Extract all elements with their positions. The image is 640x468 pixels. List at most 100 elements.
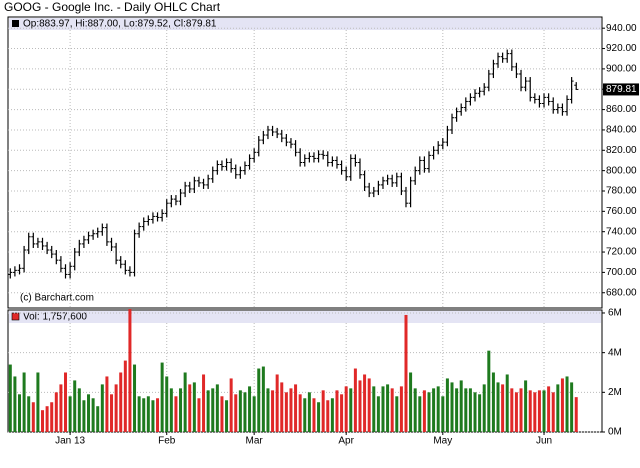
x-tick-label: Feb bbox=[158, 436, 176, 447]
volume-bar bbox=[119, 372, 123, 432]
y-tick-label: 820.00 bbox=[606, 145, 637, 156]
volume-bar bbox=[41, 410, 45, 432]
volume-bar bbox=[510, 388, 514, 432]
volume-bar bbox=[215, 384, 219, 432]
volume-bar bbox=[8, 364, 12, 432]
x-tick-label: Apr bbox=[338, 436, 354, 447]
volume-bar bbox=[82, 400, 86, 432]
volume-bar bbox=[399, 386, 403, 432]
volume-bar bbox=[211, 388, 215, 432]
volume-bar bbox=[491, 372, 495, 432]
y-tick-label: 840.00 bbox=[606, 125, 637, 136]
volume-bar bbox=[156, 398, 160, 432]
volume-bar bbox=[179, 388, 183, 432]
volume-bar bbox=[478, 394, 482, 432]
volume-bar bbox=[64, 372, 68, 432]
volume-bar bbox=[340, 394, 344, 432]
volume-bar bbox=[487, 350, 491, 432]
volume-bar bbox=[225, 400, 229, 432]
volume-bar bbox=[307, 392, 311, 432]
volume-bar bbox=[73, 380, 77, 432]
volume-bar bbox=[160, 362, 164, 432]
volume-bar bbox=[220, 396, 224, 432]
volume-bar bbox=[123, 360, 127, 432]
volume-bar bbox=[422, 390, 426, 432]
volume-bar bbox=[524, 380, 528, 432]
volume-legend-swatch bbox=[11, 312, 20, 321]
volume-header bbox=[9, 311, 601, 323]
volume-bar bbox=[54, 392, 58, 432]
volume-bar bbox=[183, 372, 187, 432]
volume-bar bbox=[169, 388, 173, 432]
volume-bar bbox=[565, 376, 569, 432]
volume-bar bbox=[100, 384, 104, 432]
volume-bar bbox=[128, 309, 132, 432]
volume-bar bbox=[202, 374, 206, 432]
volume-bar bbox=[248, 386, 252, 432]
volume-bar bbox=[455, 388, 459, 432]
volume-bar bbox=[432, 388, 436, 432]
volume-bar bbox=[358, 380, 362, 432]
y-tick-label: 940.00 bbox=[606, 23, 637, 34]
volume-bar bbox=[542, 390, 546, 432]
volume-bar bbox=[353, 368, 357, 432]
volume-bar bbox=[27, 396, 31, 432]
y-tick-label: 740.00 bbox=[606, 226, 637, 237]
volume-bar bbox=[284, 392, 288, 432]
volume-bar bbox=[519, 388, 523, 432]
volume-bar bbox=[151, 400, 155, 432]
y-tick-label: 6M bbox=[608, 308, 622, 319]
volume-bar bbox=[275, 374, 279, 432]
volume-bar bbox=[349, 388, 353, 432]
price-info: Op:883.97, Hi:887.00, Lo:879.52, Cl:879.… bbox=[23, 19, 217, 30]
price-header bbox=[9, 18, 601, 30]
x-tick-label: Jan 13 bbox=[55, 436, 85, 447]
volume-bar bbox=[528, 390, 532, 432]
volume-label: Vol: 1,757,600 bbox=[23, 312, 87, 323]
volume-bar bbox=[537, 390, 541, 432]
volume-bar bbox=[146, 396, 150, 432]
volume-bar bbox=[303, 398, 307, 432]
volume-bar bbox=[257, 368, 261, 432]
volume-bar bbox=[386, 384, 390, 432]
volume-bar bbox=[294, 384, 298, 432]
volume-bar bbox=[560, 378, 564, 432]
x-tick-label: May bbox=[433, 436, 452, 447]
last-price-box bbox=[603, 83, 639, 96]
volume-bar bbox=[514, 392, 518, 432]
volume-bar bbox=[317, 402, 321, 432]
last-price-label: 879.81 bbox=[606, 84, 637, 95]
volume-bar bbox=[192, 382, 196, 432]
volume-bar bbox=[441, 396, 445, 432]
volume-bar bbox=[59, 384, 63, 432]
volume-bar bbox=[312, 398, 316, 432]
volume-bar bbox=[91, 398, 95, 432]
volume-bar bbox=[326, 400, 330, 432]
volume-bar bbox=[404, 314, 408, 432]
y-tick-label: 4M bbox=[608, 347, 622, 358]
volume-bar bbox=[261, 366, 265, 432]
copyright: (c) Barchart.com bbox=[20, 293, 94, 304]
volume-bar bbox=[13, 376, 17, 432]
y-tick-label: 900.00 bbox=[606, 64, 637, 75]
volume-bar bbox=[468, 388, 472, 432]
price-legend-swatch bbox=[12, 20, 19, 27]
volume-bar bbox=[551, 392, 555, 432]
volume-bar bbox=[31, 402, 35, 432]
volume-bar bbox=[18, 394, 22, 432]
y-tick-label: 2M bbox=[608, 387, 622, 398]
volume-bar bbox=[252, 396, 256, 432]
volume-bar bbox=[87, 394, 91, 432]
volume-bar bbox=[50, 402, 54, 432]
volume-bar bbox=[22, 372, 26, 432]
volume-bar bbox=[165, 376, 169, 432]
chart-title: GOOG - Google Inc. - Daily OHLC Chart bbox=[4, 0, 221, 14]
volume-bar bbox=[197, 398, 201, 432]
volume-bar bbox=[321, 390, 325, 432]
volume-bar bbox=[188, 384, 192, 432]
volume-bar bbox=[68, 396, 72, 432]
volume-bar bbox=[137, 396, 141, 432]
volume-bar bbox=[114, 384, 118, 432]
volume-bar bbox=[266, 388, 270, 432]
